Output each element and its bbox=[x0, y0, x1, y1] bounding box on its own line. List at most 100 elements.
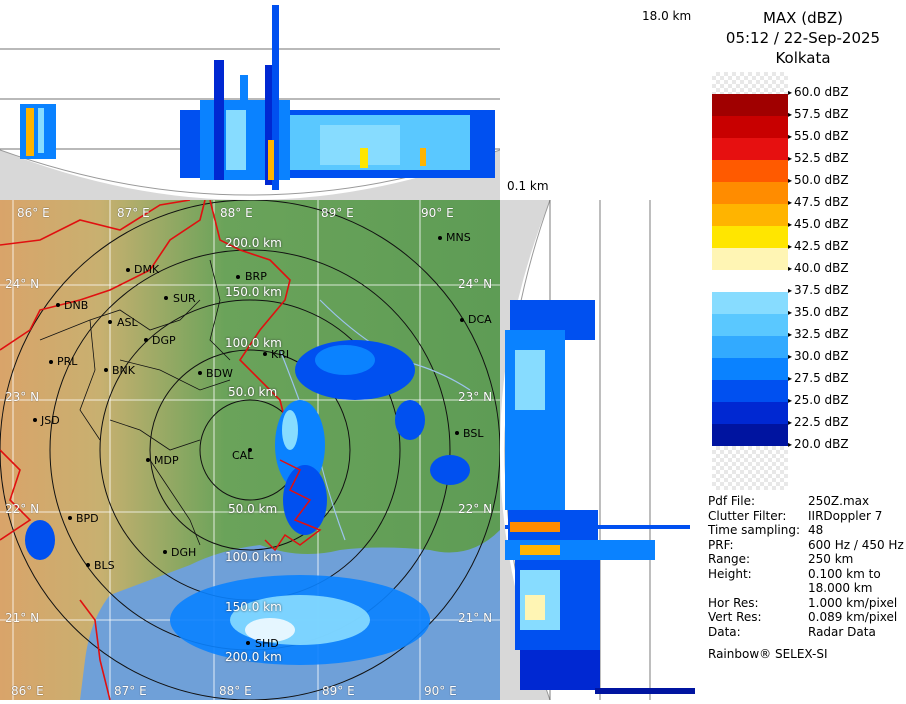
city-label: MNS bbox=[446, 231, 471, 244]
scale-swatch bbox=[712, 358, 788, 380]
city-label: DCA bbox=[468, 313, 492, 326]
scale-label: 60.0 dBZ bbox=[788, 85, 849, 99]
legend-product: MAX (dBZ) bbox=[762, 9, 844, 27]
info-key: Range: bbox=[708, 552, 751, 566]
scale-swatch bbox=[712, 248, 788, 270]
range-ring-label: 150.0 km bbox=[225, 600, 282, 614]
lon-label-bottom: 87° E bbox=[114, 684, 147, 698]
info-value: 0.089 km/pixel bbox=[808, 610, 898, 624]
city-label: BNK bbox=[112, 364, 135, 377]
scale-label: 57.5 dBZ bbox=[788, 107, 849, 121]
lat-label-left: 22° N bbox=[5, 502, 40, 516]
info-key: Pdf File: bbox=[708, 494, 756, 508]
scale-swatch bbox=[712, 424, 788, 446]
scale-swatch bbox=[712, 204, 788, 226]
lat-label-left: 23° N bbox=[5, 390, 40, 404]
info-value: 1.000 km/pixel bbox=[808, 595, 898, 610]
city-label: DMK bbox=[134, 263, 160, 276]
scale-swatch bbox=[712, 380, 788, 402]
side-projection-plot bbox=[500, 199, 695, 701]
scale-swatch bbox=[712, 138, 788, 160]
info-key: Data: bbox=[708, 624, 741, 639]
lat-label-right: 24° N bbox=[458, 277, 493, 291]
city-label: BPD bbox=[76, 512, 99, 525]
range-ring-label: 150.0 km bbox=[225, 285, 282, 299]
info-row: Height: 0.100 km to bbox=[708, 566, 881, 581]
scale-swatch bbox=[712, 292, 788, 314]
lon-label-top: 90° E bbox=[421, 206, 454, 220]
info-key: Vert Res: bbox=[708, 610, 762, 624]
lon-label-bottom: 86° E bbox=[11, 684, 44, 698]
lon-label-top: 87° E bbox=[117, 206, 150, 220]
info-key: Height: bbox=[708, 566, 752, 581]
info-value: 600 Hz / 450 Hz bbox=[808, 537, 904, 552]
scale-label: 45.0 dBZ bbox=[788, 217, 849, 231]
lat-label-left: 21° N bbox=[5, 611, 40, 625]
scale-swatch bbox=[712, 94, 788, 116]
scale-bottom-fill bbox=[712, 446, 788, 490]
info-key: PRF: bbox=[708, 537, 734, 552]
lon-label-bottom: 88° E bbox=[219, 684, 252, 698]
scale-label: 27.5 dBZ bbox=[788, 371, 849, 385]
scale-label: 32.5 dBZ bbox=[788, 327, 849, 341]
top-max-height-label: 18.0 km bbox=[642, 9, 692, 23]
city-label: BDW bbox=[206, 367, 233, 380]
city-label: PRL bbox=[57, 355, 78, 368]
scale-swatch bbox=[712, 182, 788, 204]
side-min-height-label: 0.1 km bbox=[507, 179, 549, 193]
city-label: BRP bbox=[245, 270, 267, 283]
info-value: 250 km bbox=[808, 552, 854, 566]
lat-label-left: 24° N bbox=[5, 277, 40, 291]
footer-credit: Rainbow® SELEX-SI bbox=[708, 647, 828, 661]
radar-map[interactable]: 86° E 87° E 88° E 89° E 90° E 86° E 87° … bbox=[0, 200, 500, 700]
lat-label-right: 23° N bbox=[458, 390, 493, 404]
lon-label-top: 88° E bbox=[220, 206, 253, 220]
info-row: Time sampling: 48 bbox=[708, 523, 823, 537]
top-projection-plot bbox=[0, 5, 501, 200]
info-key: Clutter Filter: bbox=[708, 508, 787, 523]
info-value: 18.000 km bbox=[808, 581, 873, 595]
lon-label-bottom: 89° E bbox=[322, 684, 355, 698]
scale-label: 25.0 dBZ bbox=[788, 393, 849, 407]
scale-label: 35.0 dBZ bbox=[788, 305, 849, 319]
scale-swatch bbox=[712, 402, 788, 424]
range-ring-label: 100.0 km bbox=[225, 336, 282, 350]
lon-label-top: 89° E bbox=[321, 206, 354, 220]
info-row: Pdf File: 250Z.max bbox=[708, 494, 869, 508]
city-label: BSL bbox=[463, 427, 484, 440]
scale-label: 50.0 dBZ bbox=[788, 173, 849, 187]
scale-swatch bbox=[712, 336, 788, 358]
range-ring-label: 50.0 km bbox=[228, 502, 278, 516]
info-value: 48 bbox=[808, 523, 824, 537]
scale-label: 47.5 dBZ bbox=[788, 195, 849, 209]
scale-label: 30.0 dBZ bbox=[788, 349, 849, 363]
range-ring-label: 200.0 km bbox=[225, 650, 282, 664]
scale-swatch bbox=[712, 226, 788, 248]
lat-label-right: 21° N bbox=[458, 611, 493, 625]
scale-swatch bbox=[712, 270, 788, 292]
info-value: 0.100 km to bbox=[808, 566, 881, 581]
lon-label-bottom: 90° E bbox=[424, 684, 457, 698]
lat-label-right: 22° N bbox=[458, 502, 493, 516]
info-value: 250Z.max bbox=[808, 494, 870, 508]
info-row: Range: 250 km bbox=[708, 552, 853, 566]
side-max-projection-panel bbox=[500, 199, 700, 701]
city-label: ASL bbox=[117, 316, 138, 329]
map-canvas bbox=[0, 200, 500, 700]
range-ring-label: 100.0 km bbox=[225, 550, 282, 564]
city-label: CAL bbox=[232, 449, 254, 462]
top-max-projection-panel bbox=[0, 0, 501, 200]
scale-label: 37.5 dBZ bbox=[788, 283, 849, 297]
legend-station: Kolkata bbox=[775, 49, 831, 67]
info-value: Radar Data bbox=[808, 624, 876, 639]
info-value: IIRDoppler 7 bbox=[808, 508, 883, 523]
info-row: PRF: 600 Hz / 450 Hz bbox=[708, 537, 904, 552]
city-label: SUR bbox=[173, 292, 196, 305]
scale-label: 55.0 dBZ bbox=[788, 129, 849, 143]
range-ring-label: 200.0 km bbox=[225, 236, 282, 250]
scale-label: 20.0 dBZ bbox=[788, 437, 849, 451]
scale-label: 22.5 dBZ bbox=[788, 415, 849, 429]
city-label: BLS bbox=[94, 559, 115, 572]
city-label: SHD bbox=[255, 637, 279, 650]
city-label: MDP bbox=[154, 454, 179, 467]
